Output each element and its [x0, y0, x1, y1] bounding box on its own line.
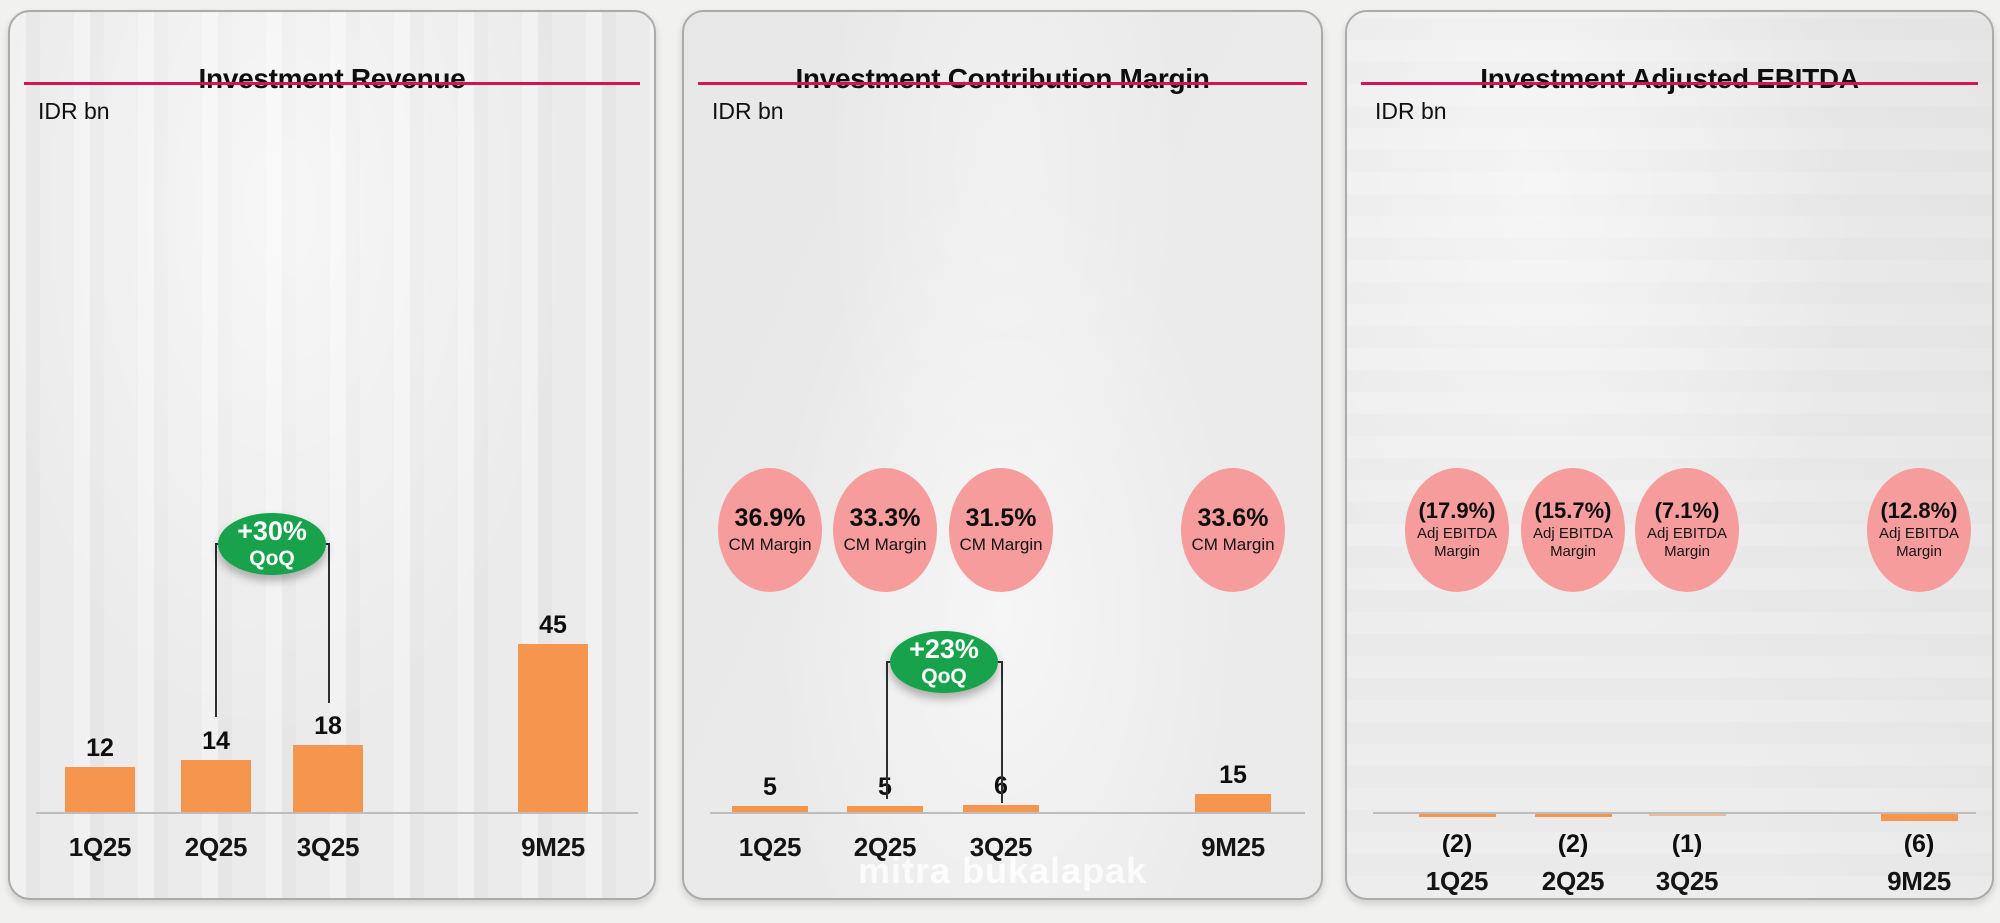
bar-3q25 [293, 745, 363, 812]
bar-1q25 [65, 767, 135, 812]
panel-title: Investment Revenue [198, 63, 466, 95]
x-axis-line [36, 812, 638, 814]
x-axis-label: 2Q25 [853, 832, 917, 862]
bubble-label: CM Margin [959, 535, 1043, 555]
qoq-badge-value: +23% [909, 634, 979, 665]
bubble-label: CM Margin [1191, 535, 1275, 555]
bubble-value: 33.6% [1197, 503, 1269, 532]
bar-9m25 [1195, 794, 1271, 812]
investment-adjusted-ebitda-panel: Investment Adjusted EBITDA IDR bn (17.9%… [1345, 10, 1994, 900]
x-axis-label: 2Q25 [184, 832, 248, 862]
investment-revenue-panel: Investment Revenue IDR bn +30% QoQ 12 14… [8, 10, 656, 900]
qoq-badge-label: QoQ [249, 546, 295, 570]
bubble-label: CM Margin [843, 535, 927, 555]
badge-connector-left [886, 661, 888, 799]
qoq-badge-label: QoQ [921, 664, 967, 688]
bar-3q25 [1649, 814, 1726, 816]
cm-margin-bubble: 33.6% CM Margin [1181, 468, 1285, 592]
x-axis-label: 3Q25 [1655, 866, 1719, 896]
bar-value-label: (1) [1671, 830, 1703, 858]
bar-2q25 [847, 806, 923, 812]
bar-value-label: 14 [202, 727, 230, 755]
title-underline [698, 82, 1307, 85]
bar-1q25 [732, 806, 808, 812]
bar-1q25 [1419, 814, 1496, 817]
adj-ebitda-margin-bubble: (17.9%) Adj EBITDA Margin [1405, 468, 1509, 592]
x-axis-label: 2Q25 [1541, 866, 1605, 896]
unit-label: IDR bn [38, 98, 110, 124]
x-axis-label: 9M25 [1201, 832, 1265, 862]
bar-9m25 [518, 644, 588, 812]
x-axis-line [710, 812, 1305, 814]
unit-label: IDR bn [712, 98, 784, 124]
bar-value-label: (2) [1441, 830, 1473, 858]
bubble-value: 33.3% [849, 503, 921, 532]
adj-ebitda-margin-bubble: (12.8%) Adj EBITDA Margin [1867, 468, 1971, 592]
x-axis-label: 1Q25 [68, 832, 132, 862]
bubble-label: Adj EBITDA Margin [1646, 525, 1728, 561]
bubble-label: Adj EBITDA Margin [1532, 525, 1614, 561]
bubble-value: (7.1%) [1654, 497, 1720, 523]
x-axis-line [1373, 812, 1976, 814]
x-axis-label: 1Q25 [738, 832, 802, 862]
bubble-label: CM Margin [728, 535, 812, 555]
panel-title: Investment Adjusted EBITDA [1480, 63, 1859, 95]
adj-ebitda-margin-bubble: (7.1%) Adj EBITDA Margin [1635, 468, 1739, 592]
bar-value-label: 5 [763, 773, 777, 801]
bubble-value: (15.7%) [1534, 497, 1612, 523]
bar-value-label: (2) [1557, 830, 1589, 858]
bubble-value: (17.9%) [1418, 497, 1496, 523]
cm-margin-bubble: 31.5% CM Margin [949, 468, 1053, 592]
bar-2q25 [181, 760, 251, 812]
cm-margin-bubble: 33.3% CM Margin [833, 468, 937, 592]
bubble-value: 31.5% [965, 503, 1037, 532]
bar-value-label: 45 [539, 611, 567, 639]
bubble-label: Adj EBITDA Margin [1878, 525, 1960, 561]
badge-connector-left [215, 543, 217, 717]
x-axis-label: 9M25 [521, 832, 585, 862]
qoq-badge: +23% QoQ [890, 631, 998, 693]
badge-connector-right [1001, 661, 1003, 803]
panel-title: Investment Contribution Margin [795, 63, 1210, 95]
bar-value-label: (6) [1903, 830, 1935, 858]
cm-margin-bubble: 36.9% CM Margin [718, 468, 822, 592]
bar-3q25 [963, 805, 1039, 812]
bar-value-label: 5 [878, 773, 892, 801]
bar-value-label: 15 [1219, 761, 1247, 789]
x-axis-label: 9M25 [1887, 866, 1951, 896]
x-axis-label: 3Q25 [969, 832, 1033, 862]
bubble-value: (12.8%) [1880, 497, 1958, 523]
qoq-badge: +30% QoQ [218, 513, 326, 575]
qoq-badge-value: +30% [237, 516, 307, 547]
title-underline [24, 82, 640, 85]
bubble-label: Adj EBITDA Margin [1416, 525, 1498, 561]
background-photo [1347, 12, 1992, 898]
x-axis-label: 3Q25 [296, 832, 360, 862]
bar-value-label: 18 [314, 712, 342, 740]
investment-contribution-margin-panel: Investment Contribution Margin IDR bn 36… [682, 10, 1323, 900]
bar-value-label: 12 [86, 734, 114, 762]
bar-2q25 [1535, 814, 1612, 817]
adj-ebitda-margin-bubble: (15.7%) Adj EBITDA Margin [1521, 468, 1625, 592]
title-underline [1361, 82, 1978, 85]
bubble-value: 36.9% [734, 503, 806, 532]
unit-label: IDR bn [1375, 98, 1447, 124]
x-axis-label: 1Q25 [1425, 866, 1489, 896]
mitra-bukalapak-watermark: mitra bukalapak [857, 850, 1148, 891]
badge-connector-right [328, 543, 330, 703]
bar-9m25 [1881, 814, 1958, 821]
